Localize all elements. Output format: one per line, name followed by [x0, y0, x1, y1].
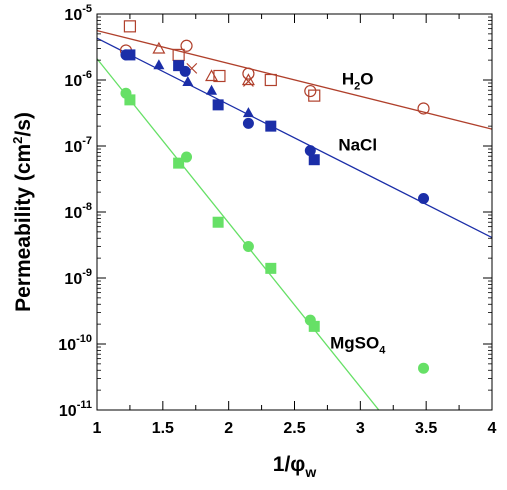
x-axis-title-main: 1/φ: [273, 453, 306, 476]
series-label-2: MgSO4: [330, 334, 386, 357]
marker-s1-circle-3: [304, 145, 316, 157]
marker-s0-open-triangle-1: [205, 69, 219, 82]
marker-s1-triangle-0: [153, 59, 165, 70]
x-tick-label-2: 2: [224, 420, 233, 437]
marker-s1-square-3: [265, 120, 277, 132]
marker-s1-circle-2: [242, 117, 254, 129]
y-axis-title-pre: Permeability (cm: [12, 144, 35, 312]
series-label-2-sub: 4: [379, 345, 386, 357]
axes: 1 1.5 2 2.5 3 3.5 4 10-5 10-6 10-7 10-8 10-9 10-10 10…: [58, 3, 496, 437]
fit-line-1: [97, 37, 492, 239]
y-tick-label-2: 10-7: [64, 135, 92, 156]
y-tick-label-6: 10-11: [59, 399, 92, 420]
marker-s1-circle-4: [418, 193, 430, 205]
y-axis-title-post: /s): [12, 112, 35, 137]
data-markers: [119, 20, 430, 374]
y-tick-label-3: 10-8: [64, 201, 92, 222]
marker-s0-open-circle-3: [304, 84, 317, 98]
x-tick-label-1: 1.5: [152, 420, 174, 437]
marker-s2-square-1: [173, 157, 185, 169]
x-tick-label-3: 2.5: [283, 420, 305, 437]
x-axis-title-sub: w: [304, 464, 316, 480]
y-tick-exponent-2: -7: [82, 135, 92, 147]
x-tick-label-6: 4: [488, 420, 497, 437]
marker-s0-open-square-0: [123, 20, 137, 33]
y-axis-title: Permeability (cm2/s): [10, 112, 35, 312]
marker-s1-square-4: [308, 154, 320, 166]
x-axis-title: 1/φw: [273, 453, 317, 480]
y-tick-exponent-0: -5: [82, 3, 92, 15]
marker-s0-open-circle-2: [242, 67, 255, 80]
y-tick-label-0: 10-5: [64, 3, 92, 24]
y-axis-title-sup: 2: [10, 137, 25, 144]
series-label-0-sub: 2: [354, 81, 360, 93]
marker-s0-open-square-2: [213, 69, 226, 83]
marker-s1-triangle-2: [206, 84, 218, 95]
marker-s1-square-2: [212, 99, 224, 111]
marker-s1-triangle-1: [182, 75, 194, 86]
x-tick-label-0: 1: [93, 420, 102, 437]
marker-s0-open-circle-4: [417, 102, 430, 115]
series-label-0-post: O: [360, 70, 373, 89]
marker-s1-square-1: [173, 60, 185, 72]
plot-frame: [96, 13, 493, 411]
marker-s2-square-2: [212, 216, 224, 228]
x-tick-label-5: 3.5: [415, 420, 437, 437]
marker-s2-square-3: [265, 262, 277, 274]
y-tick-exponent-3: -8: [82, 201, 92, 213]
marker-s0-open-square-3: [264, 73, 277, 87]
marker-s0-open-square-4: [308, 89, 321, 102]
marker-s2-circle-2: [242, 241, 254, 253]
series-label-2-main: MgSO: [330, 334, 379, 353]
y-tick-label-1: 10-6: [64, 69, 92, 90]
series-label-1: NaCl: [338, 136, 377, 155]
series-label-0: H2O: [342, 70, 374, 93]
y-tick-label-4: 10-9: [64, 267, 92, 288]
series-label-0-main: H: [342, 70, 354, 89]
x-tick-label-4: 3: [356, 420, 365, 437]
marker-s1-square-0: [124, 49, 136, 61]
y-tick-exponent-6: -11: [77, 399, 92, 411]
fit-line-0: [97, 29, 492, 130]
y-tick-exponent-1: -6: [82, 69, 92, 81]
y-tick-exponent-4: -9: [82, 267, 92, 279]
marker-s1-triangle-3: [242, 107, 254, 118]
y-tick-label-5: 10-10: [58, 333, 92, 354]
marker-s0-open-triangle-0: [152, 41, 166, 54]
marker-s0-open-circle-1: [180, 39, 193, 52]
fit-lines: [97, 29, 492, 410]
y-tick-exponent-5: -10: [76, 333, 92, 345]
marker-s2-circle-4: [418, 362, 430, 374]
marker-s0-cross-1: [242, 76, 254, 87]
marker-s2-square-4: [308, 320, 320, 332]
marker-s2-square-0: [124, 94, 136, 106]
